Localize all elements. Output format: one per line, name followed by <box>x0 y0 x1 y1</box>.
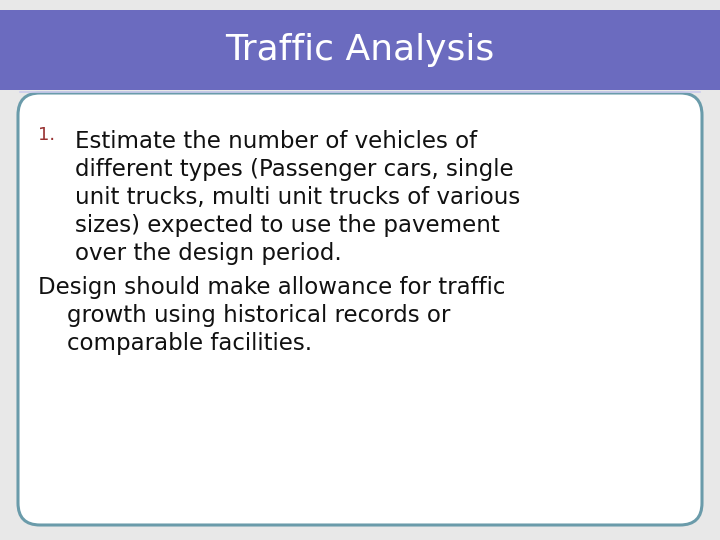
Text: sizes) expected to use the pavement: sizes) expected to use the pavement <box>75 214 500 237</box>
Text: Estimate the number of vehicles of: Estimate the number of vehicles of <box>75 130 477 153</box>
Text: 1.: 1. <box>38 126 55 144</box>
Text: Traffic Analysis: Traffic Analysis <box>225 33 495 67</box>
FancyBboxPatch shape <box>18 93 702 525</box>
Text: comparable facilities.: comparable facilities. <box>38 332 312 355</box>
Text: over the design period.: over the design period. <box>75 242 342 265</box>
Text: unit trucks, multi unit trucks of various: unit trucks, multi unit trucks of variou… <box>75 186 521 209</box>
Bar <box>0 10 720 90</box>
Text: different types (Passenger cars, single: different types (Passenger cars, single <box>75 158 513 181</box>
Text: growth using historical records or: growth using historical records or <box>38 304 451 327</box>
Text: Design should make allowance for traffic: Design should make allowance for traffic <box>38 276 505 299</box>
